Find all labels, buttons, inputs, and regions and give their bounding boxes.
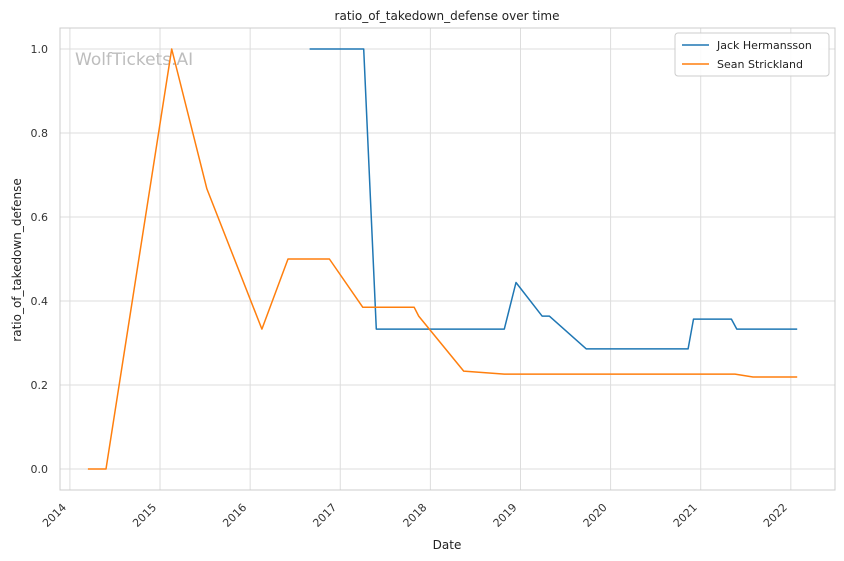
- y-tick-label: 0.4: [31, 295, 49, 308]
- series-lines: [87, 48, 798, 470]
- series-line-1: [87, 48, 798, 470]
- y-tick-label: 1.0: [31, 43, 49, 56]
- legend: Jack Hermansson Sean Strickland: [674, 32, 830, 77]
- legend-label-1: Sean Strickland: [717, 58, 803, 71]
- y-tick-label: 0.2: [31, 379, 49, 392]
- plot-frame: [59, 27, 836, 491]
- y-axis-ticks: 0.0 0.2 0.4 0.6 0.8 1.0: [31, 43, 49, 476]
- y-tick-label: 0.6: [31, 211, 49, 224]
- y-tick-label: 0.8: [31, 127, 49, 140]
- chart-title: ratio_of_takedown_defense over time: [335, 9, 560, 23]
- x-axis-label: Date: [433, 538, 462, 552]
- legend-box: [674, 32, 830, 77]
- y-axis-label: ratio_of_takedown_defense: [10, 178, 24, 341]
- legend-label-0: Jack Hermansson: [716, 39, 812, 52]
- series-line-0: [309, 48, 798, 350]
- watermark: WolfTickets.AI: [75, 50, 193, 70]
- y-tick-label: 0.0: [31, 463, 49, 476]
- grid-lines: [60, 28, 835, 490]
